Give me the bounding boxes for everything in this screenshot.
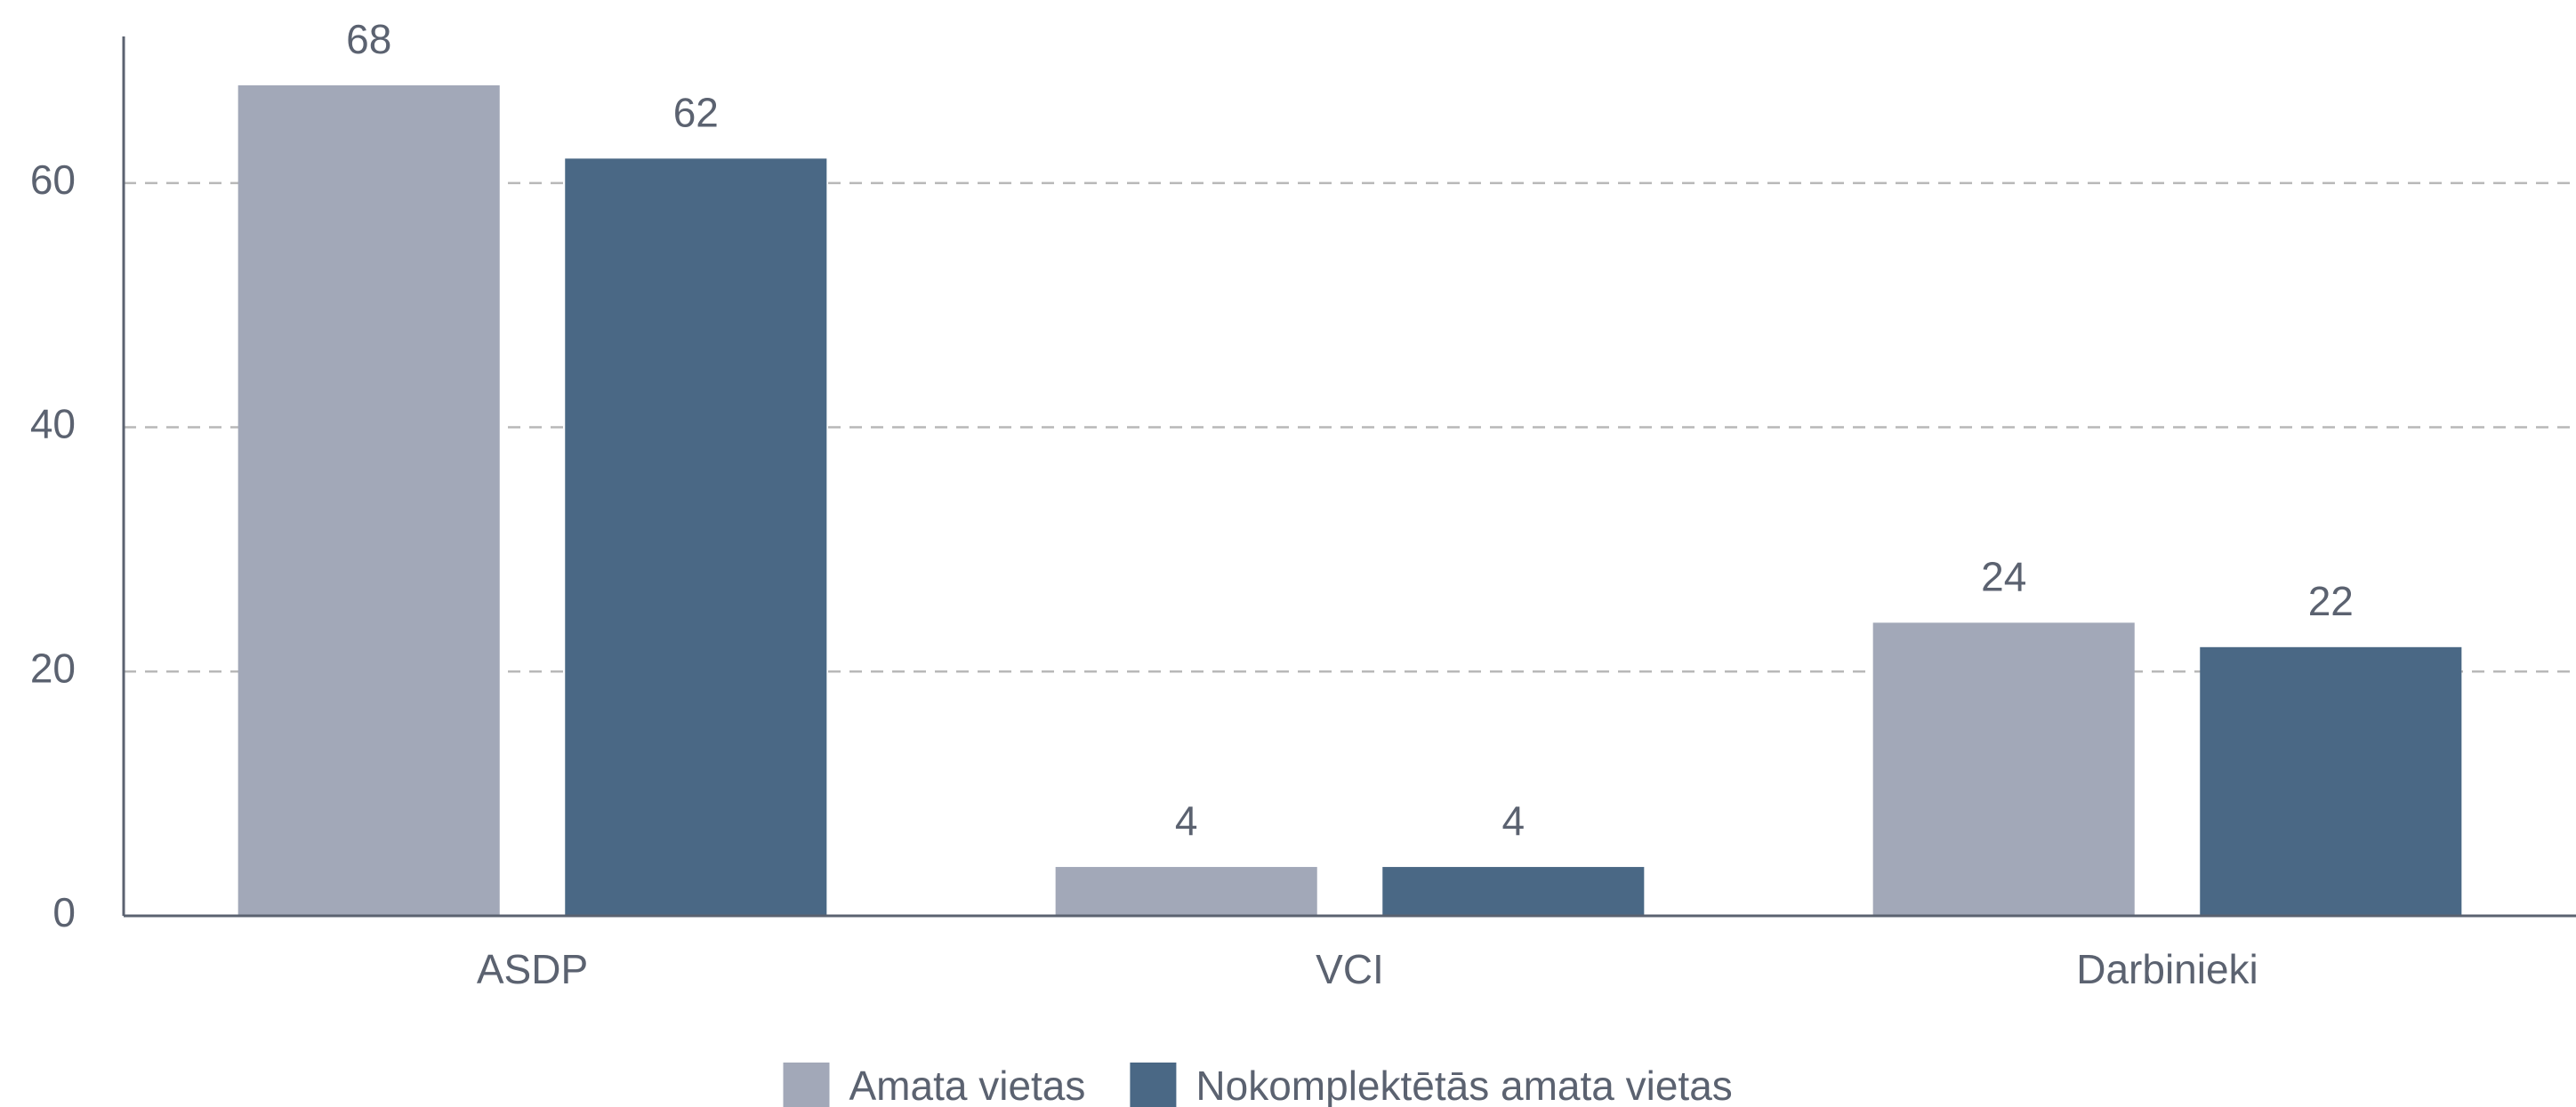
data-label: 24 xyxy=(1981,553,2026,599)
bar xyxy=(1382,867,1645,916)
y-tick-label: 20 xyxy=(30,645,76,691)
data-label: 4 xyxy=(1175,798,1198,844)
x-tick-label: ASDP xyxy=(477,946,588,992)
legend-swatch xyxy=(783,1063,830,1107)
legend-label: Nokomplektētās amata vietas xyxy=(1195,1063,1732,1107)
data-label: 4 xyxy=(1502,798,1525,844)
bar xyxy=(565,158,827,917)
data-label: 62 xyxy=(673,90,719,136)
bar xyxy=(237,84,500,916)
x-tick-label: Darbinieki xyxy=(2076,946,2258,992)
legend-swatch xyxy=(1130,1063,1177,1107)
bar xyxy=(1055,867,1317,916)
data-label: 68 xyxy=(346,16,391,62)
bar xyxy=(1872,622,2135,916)
y-tick-label: 0 xyxy=(52,889,76,935)
legend-label: Amata vietas xyxy=(849,1063,1086,1107)
data-label: 22 xyxy=(2308,578,2354,624)
y-tick-label: 60 xyxy=(30,156,76,203)
y-tick-label: 40 xyxy=(30,401,76,447)
x-tick-label: VCI xyxy=(1316,946,1384,992)
bar xyxy=(2200,646,2462,916)
